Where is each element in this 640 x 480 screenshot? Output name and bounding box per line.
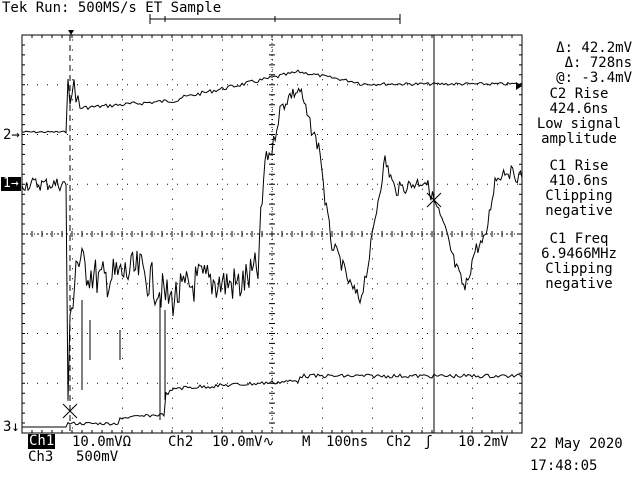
ch2-label[interactable]: Ch2: [168, 434, 194, 450]
measurement-3-value: 6.9466MHz: [541, 246, 617, 262]
trigger-slope-icon: ʃ: [424, 434, 433, 450]
timebase-scale: 100ns: [326, 434, 369, 450]
waveform-traces: [21, 69, 523, 428]
measurement-1-name: C2 Rise: [549, 86, 609, 102]
ch3-label[interactable]: Ch3: [28, 449, 54, 465]
ch2-trace: [21, 69, 523, 134]
cursor-delta-v: Δ: 42.2mV: [556, 40, 632, 56]
ch3-trace: [22, 373, 523, 428]
cursor-at-v: @: -3.4mV: [556, 70, 632, 86]
measurement-2-value: 410.6ns: [549, 173, 609, 189]
ch1-spikes: [81, 300, 166, 420]
trigger-position-icon: [68, 30, 74, 35]
ch1-trace: [21, 87, 523, 401]
ch1-ground-marker[interactable]: 1→: [1, 176, 21, 191]
timebase-label: M: [302, 434, 311, 450]
acquisition-status: Tek Run: 500MS/s ET Sample: [2, 0, 222, 16]
measurement-2-note: Clipping: [545, 188, 613, 204]
measurement-3-note: Clipping: [545, 261, 613, 277]
measurement-3-note2: negative: [545, 276, 613, 292]
cursor-delta-t: Δ: 728ns: [564, 55, 632, 71]
date: 22 May 2020: [530, 436, 623, 452]
measurement-2-note2: negative: [545, 203, 613, 219]
cursor-1-x-marker: [62, 403, 78, 419]
measurement-1-note2: amplitude: [541, 131, 617, 147]
ch3-ground-marker[interactable]: 3↓: [3, 419, 20, 435]
record-bracket: [149, 14, 401, 24]
measurement-3-name: C1 Freq: [549, 231, 609, 247]
measurement-1-value: 424.6ns: [549, 101, 609, 117]
measurement-2-name: C1 Rise: [549, 158, 609, 174]
clock-time: 17:48:05: [530, 458, 598, 474]
ch1-scale: 10.0mVΩ: [72, 434, 132, 450]
ch2-ground-marker[interactable]: 2→: [3, 127, 20, 143]
trigger-source: Ch2: [386, 434, 412, 450]
measurement-1-note: Low signal: [536, 116, 622, 132]
ch3-scale: 500mV: [76, 449, 119, 465]
trigger-level: 10.2mV: [458, 434, 509, 450]
cursor-2-x-marker: [426, 192, 442, 208]
graticule-ticks: [21, 34, 523, 434]
cursor-lines[interactable]: [62, 35, 442, 433]
graticule: [21, 14, 523, 434]
ch2-scale: 10.0mV∿: [212, 434, 275, 450]
ch1-label[interactable]: Ch1: [28, 433, 56, 449]
